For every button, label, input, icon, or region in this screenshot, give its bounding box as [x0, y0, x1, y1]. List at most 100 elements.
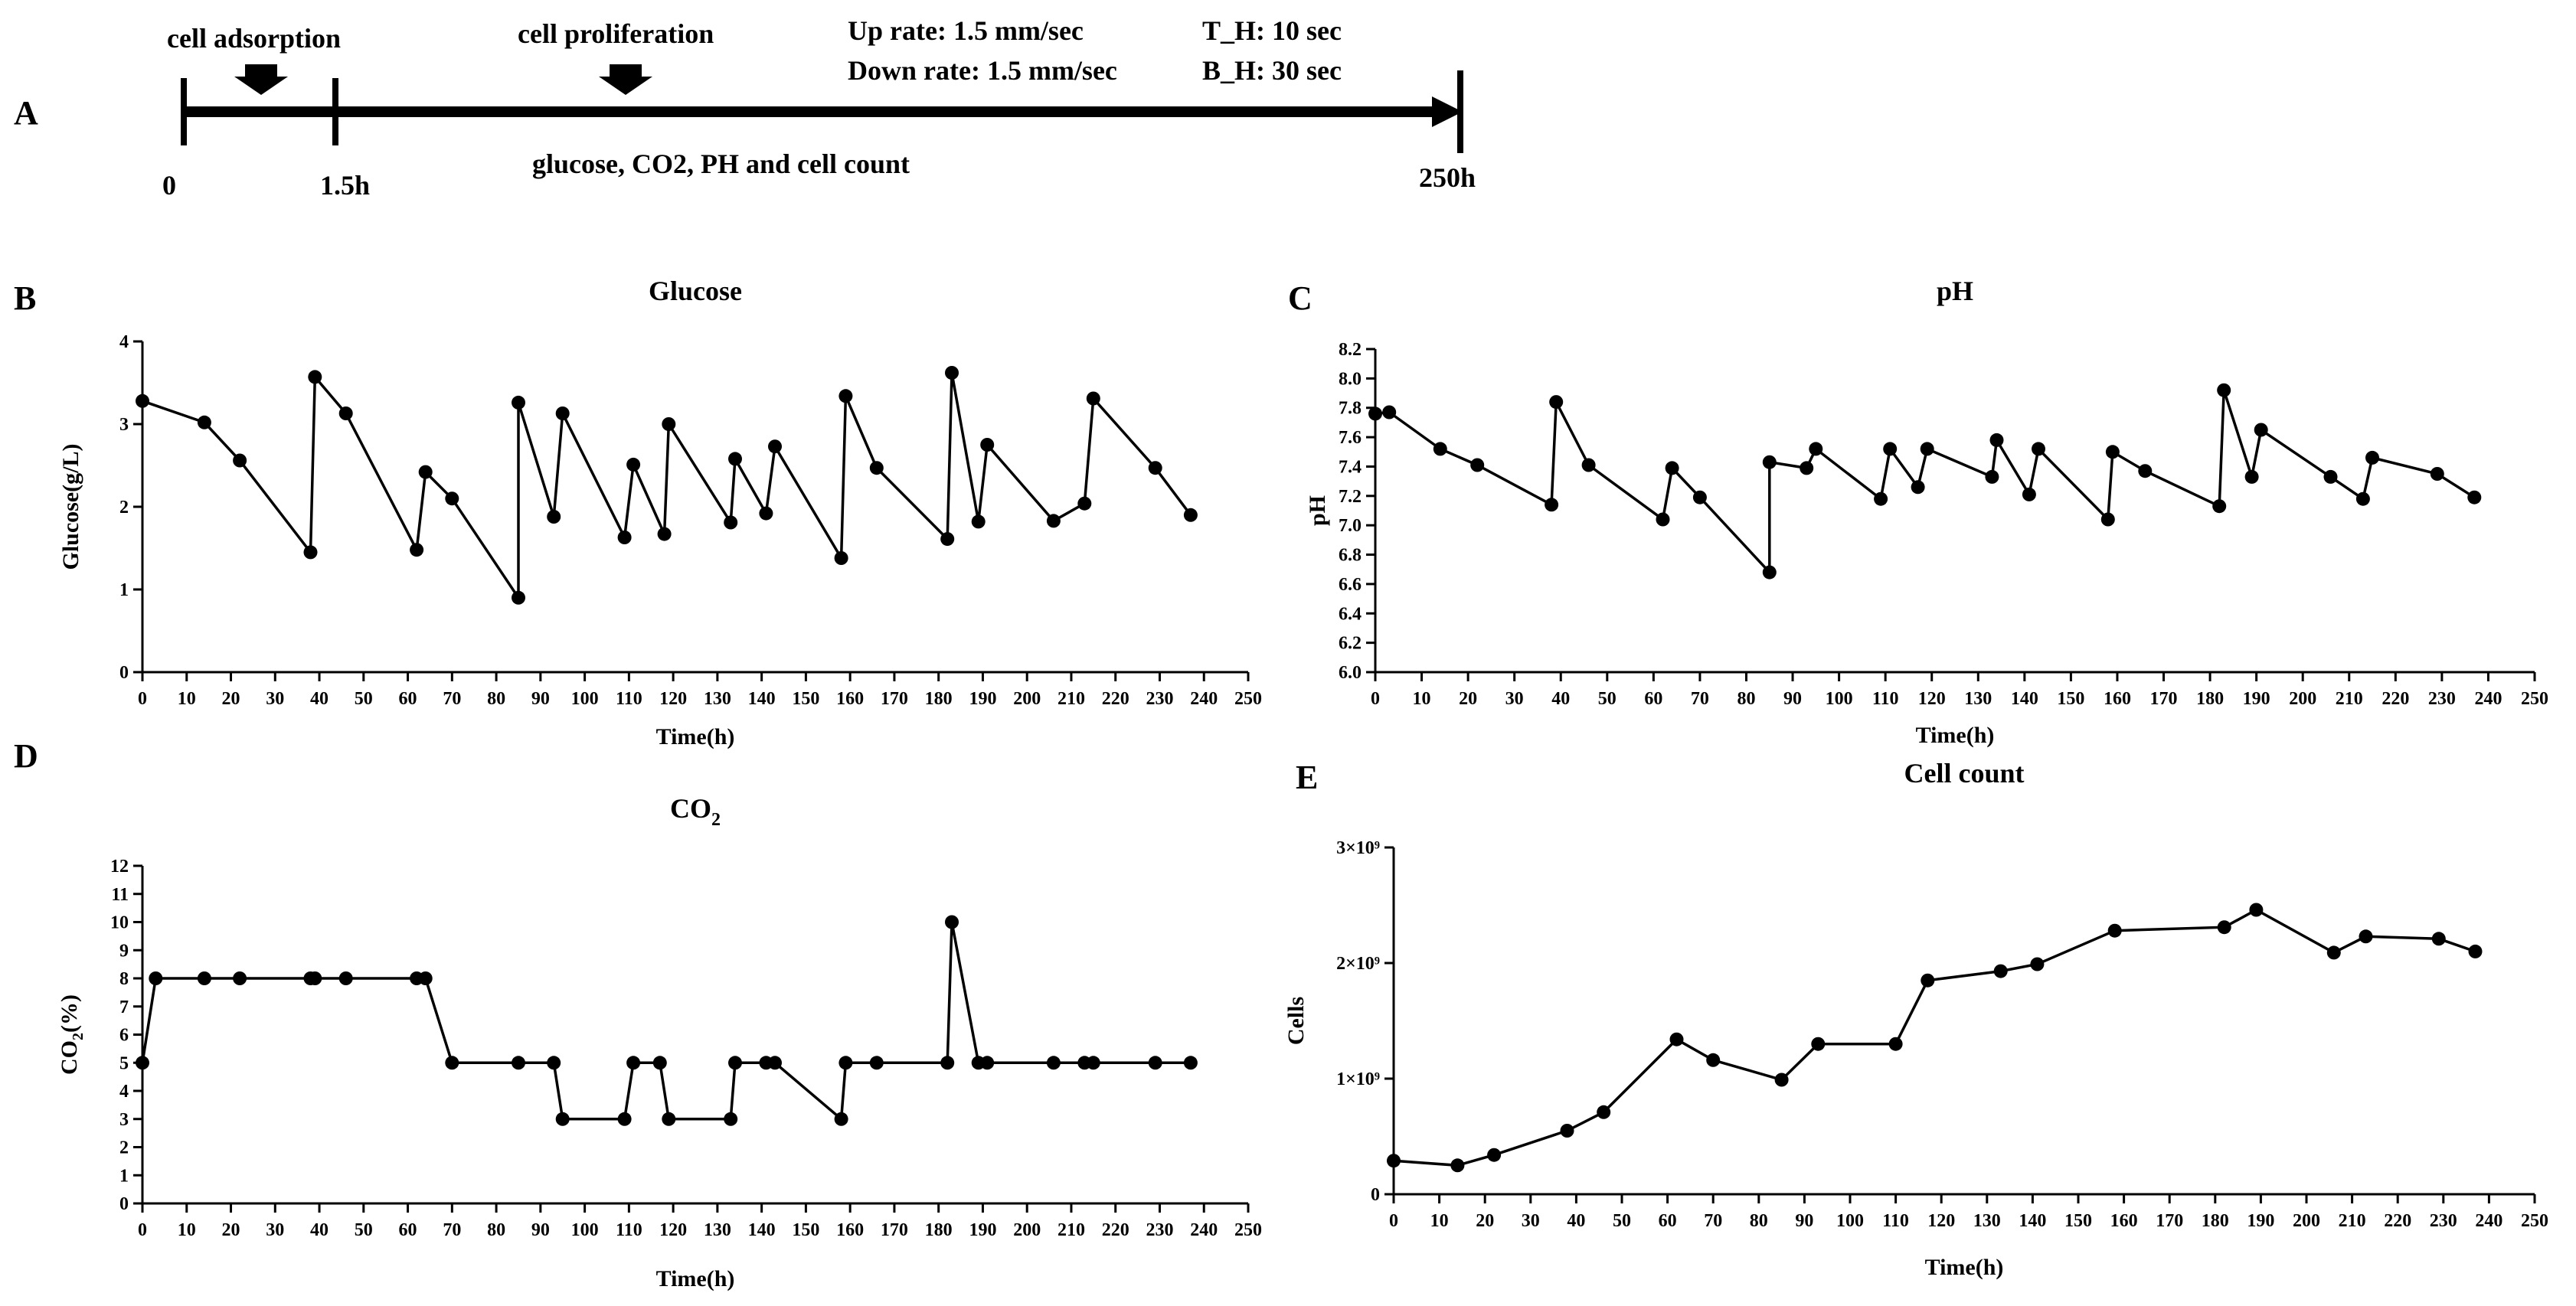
- x-tick-label: 0: [1389, 1211, 1398, 1231]
- y-axis-title: Glucose(g/L): [58, 444, 83, 570]
- data-point: [1046, 1056, 1061, 1070]
- data-point: [197, 971, 211, 985]
- x-tick-label: 150: [2064, 1211, 2092, 1231]
- x-tick-label: 170: [881, 1220, 908, 1240]
- x-tick-label: 40: [310, 689, 329, 709]
- y-axis-title-subscript: 2: [70, 1033, 87, 1040]
- x-tick-label: 240: [1190, 1220, 1218, 1240]
- data-point: [2355, 491, 2370, 506]
- x-tick-label: 30: [1505, 689, 1524, 709]
- x-tick-label: 120: [1918, 689, 1946, 709]
- x-tick-label: 100: [1836, 1211, 1864, 1231]
- y-tick-label: 7.4: [1339, 457, 1362, 477]
- data-point: [662, 1112, 676, 1126]
- x-tick-label: 80: [487, 689, 505, 709]
- timeline-arrowhead: [1432, 96, 1463, 127]
- time-start: 0: [162, 170, 176, 201]
- chart-title: Glucose: [649, 276, 742, 306]
- x-tick-label: 60: [1644, 689, 1662, 709]
- data-point: [1874, 491, 1888, 506]
- y-tick-label: 12: [110, 857, 129, 877]
- data-point: [410, 543, 424, 557]
- x-tick-label: 150: [2057, 689, 2084, 709]
- data-point: [1692, 490, 1707, 504]
- x-tick-label: 60: [399, 689, 417, 709]
- data-point: [839, 1056, 853, 1070]
- data-point: [1487, 1148, 1502, 1162]
- data-point: [1086, 1056, 1100, 1070]
- x-tick-label: 190: [2247, 1211, 2274, 1231]
- x-tick-label: 90: [1795, 1211, 1813, 1231]
- y-tick-label: 1: [119, 1166, 129, 1186]
- x-tick-label: 90: [531, 1220, 550, 1240]
- data-point: [1656, 512, 1670, 527]
- x-tick-label: 210: [1058, 689, 1085, 709]
- x-tick-label: 30: [1522, 1211, 1540, 1231]
- y-tick-label: 7.8: [1339, 399, 1362, 419]
- data-point: [136, 393, 149, 408]
- x-tick-label: 100: [1826, 689, 1853, 709]
- x-tick-label: 40: [310, 1220, 329, 1240]
- chart-title-subscript: 2: [711, 810, 721, 830]
- data-point: [1665, 461, 1679, 475]
- data-point: [2105, 445, 2120, 459]
- data-point: [724, 515, 738, 530]
- x-tick-label: 250: [1234, 689, 1262, 709]
- y-tick-label: 0: [1371, 1185, 1380, 1205]
- time-mid: 1.5h: [320, 170, 370, 201]
- x-tick-label: 190: [969, 1220, 996, 1240]
- data-point: [233, 971, 247, 985]
- data-point: [1921, 973, 1935, 988]
- data-point: [1706, 1053, 1721, 1067]
- y-tick-label: 2: [119, 498, 129, 518]
- data-point: [1148, 1056, 1162, 1070]
- x-tick-label: 210: [2339, 1211, 2366, 1231]
- x-axis-title: Time(h): [1916, 723, 1995, 748]
- x-tick-label: 80: [1737, 689, 1755, 709]
- data-point: [512, 1056, 525, 1070]
- chart-title-base: CO: [670, 793, 711, 824]
- y-tick-label: 3×10⁹: [1336, 838, 1380, 858]
- series-line: [1375, 390, 2476, 576]
- data-point: [338, 406, 353, 420]
- data-point: [1382, 405, 1397, 420]
- data-point: [445, 491, 459, 506]
- data-point: [869, 1056, 884, 1070]
- x-tick-label: 70: [443, 689, 461, 709]
- data-point: [1993, 964, 2008, 978]
- x-tick-label: 170: [2156, 1211, 2183, 1231]
- data-point: [2249, 903, 2264, 917]
- data-point: [1368, 406, 1382, 421]
- data-point: [2100, 512, 2115, 527]
- data-point: [2254, 423, 2268, 437]
- data-point: [1450, 1158, 1465, 1173]
- x-tick-label: 10: [178, 689, 196, 709]
- data-point: [1669, 1032, 1684, 1046]
- data-point: [759, 506, 773, 521]
- x-tick-label: 60: [1659, 1211, 1677, 1231]
- x-tick-label: 40: [1551, 689, 1570, 709]
- data-point: [626, 1056, 641, 1070]
- data-point: [303, 545, 318, 560]
- data-point: [136, 1056, 149, 1070]
- data-point: [1560, 1124, 1574, 1138]
- x-tick-label: 250: [1234, 1220, 1262, 1240]
- x-tick-label: 150: [792, 1220, 819, 1240]
- x-tick-label: 120: [659, 1220, 687, 1240]
- data-point: [945, 915, 959, 929]
- event-cell-adsorption: cell adsorption: [167, 23, 341, 54]
- data-point: [657, 527, 672, 541]
- data-point: [547, 1056, 561, 1070]
- data-point: [338, 971, 353, 985]
- time-end: 250h: [1419, 162, 1476, 193]
- x-tick-label: 60: [399, 1220, 417, 1240]
- y-tick-label: 5: [119, 1053, 129, 1073]
- data-point: [626, 457, 641, 472]
- data-point: [1387, 1154, 1401, 1168]
- x-tick-label: 20: [1459, 689, 1477, 709]
- data-point: [2030, 957, 2045, 971]
- event-cell-proliferation: cell proliferation: [518, 18, 714, 49]
